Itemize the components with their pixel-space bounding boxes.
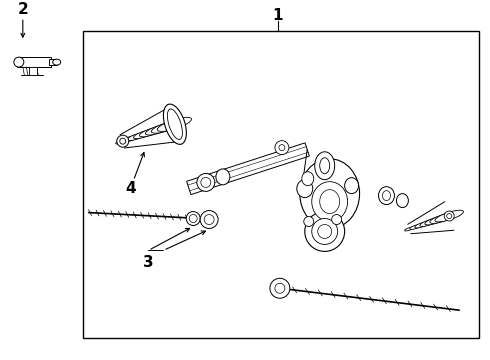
Text: 1: 1 [272, 8, 283, 23]
Ellipse shape [204, 215, 214, 225]
Ellipse shape [315, 152, 335, 180]
Ellipse shape [168, 109, 182, 140]
Ellipse shape [53, 59, 61, 65]
Bar [83, 31, 479, 338]
Ellipse shape [297, 180, 313, 198]
Ellipse shape [200, 211, 218, 229]
Ellipse shape [302, 172, 314, 186]
Ellipse shape [305, 212, 344, 251]
Ellipse shape [312, 219, 338, 244]
Ellipse shape [420, 219, 439, 226]
Ellipse shape [378, 186, 394, 204]
Ellipse shape [157, 117, 192, 131]
Ellipse shape [275, 283, 285, 293]
Ellipse shape [146, 123, 173, 135]
Ellipse shape [312, 182, 347, 221]
Ellipse shape [383, 191, 391, 201]
Ellipse shape [122, 136, 138, 142]
Ellipse shape [201, 177, 211, 188]
Ellipse shape [120, 138, 126, 144]
Ellipse shape [197, 174, 215, 192]
Ellipse shape [275, 141, 289, 154]
Ellipse shape [415, 221, 431, 228]
Ellipse shape [164, 104, 186, 144]
Ellipse shape [447, 213, 452, 219]
Ellipse shape [14, 57, 24, 67]
Ellipse shape [410, 224, 422, 229]
Ellipse shape [117, 135, 129, 147]
Ellipse shape [319, 158, 330, 174]
Ellipse shape [189, 215, 197, 222]
Ellipse shape [435, 210, 464, 222]
Ellipse shape [304, 216, 314, 226]
Bar [49, 59, 57, 65]
Ellipse shape [344, 178, 359, 194]
Ellipse shape [318, 225, 332, 238]
Ellipse shape [140, 126, 165, 137]
Ellipse shape [270, 278, 290, 298]
Bar [29, 67, 37, 75]
Ellipse shape [396, 194, 408, 208]
Ellipse shape [319, 190, 340, 213]
Ellipse shape [279, 145, 285, 150]
Ellipse shape [116, 139, 129, 144]
Polygon shape [187, 143, 309, 195]
Bar [17, 57, 51, 67]
Ellipse shape [430, 213, 455, 224]
Ellipse shape [405, 227, 414, 231]
Ellipse shape [332, 215, 342, 225]
Text: 3: 3 [143, 255, 154, 270]
Ellipse shape [127, 132, 147, 140]
Ellipse shape [186, 212, 200, 225]
Text: 4: 4 [125, 181, 136, 196]
Ellipse shape [300, 159, 360, 229]
Ellipse shape [444, 211, 454, 221]
Text: 2: 2 [18, 2, 28, 17]
Ellipse shape [133, 130, 156, 139]
Ellipse shape [151, 120, 183, 133]
Ellipse shape [216, 169, 230, 185]
Ellipse shape [425, 216, 447, 225]
